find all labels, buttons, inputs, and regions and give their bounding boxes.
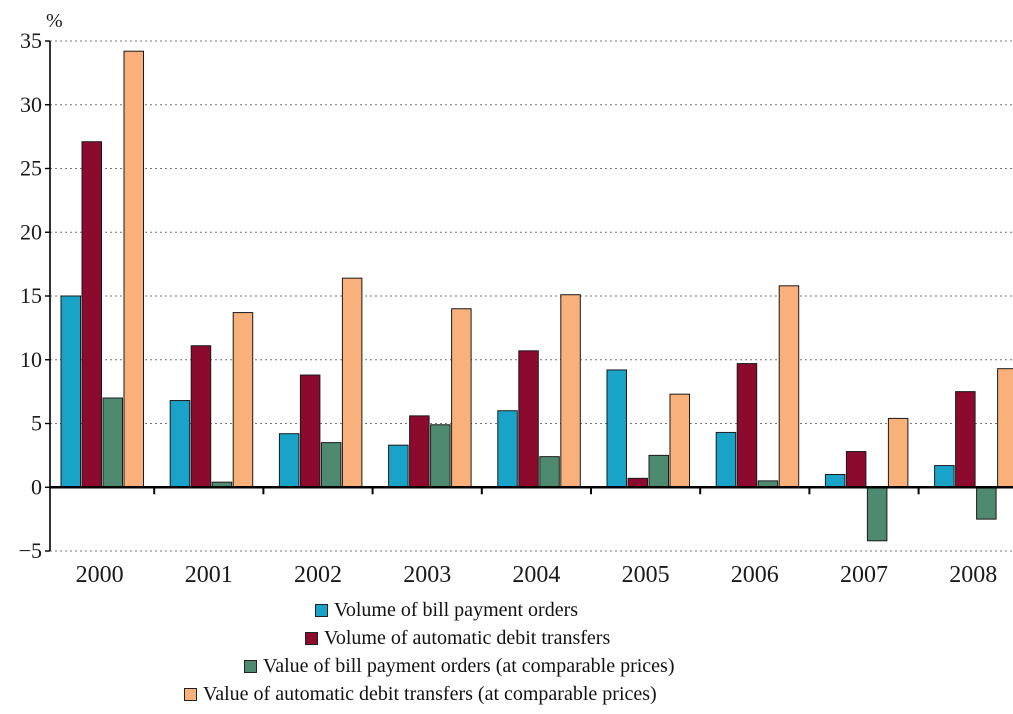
bar-2006-series-0 <box>715 431 737 488</box>
bar-2005-series-2 <box>648 454 669 488</box>
bar-2007-series-3 <box>887 417 909 488</box>
legend-item-volume-bill-payment-orders: Volume of bill payment orders <box>315 597 578 623</box>
bar-2004-series-2 <box>539 456 560 488</box>
x-tick-label-2008: 2008 <box>949 562 997 588</box>
bar-2008-series-0 <box>934 465 955 488</box>
bar-2007-series-0 <box>824 474 846 488</box>
legend-swatch-0 <box>315 603 328 617</box>
x-tick-label-2002: 2002 <box>294 562 342 588</box>
bar-2004-series-0 <box>497 410 518 488</box>
bar-2008-series-1 <box>955 391 976 488</box>
legend-item-value-automatic-debit-transfers: Value of automatic debit transfers (at c… <box>184 681 657 707</box>
bar-2006-series-3 <box>778 285 800 488</box>
bar-2003-series-0 <box>388 444 409 488</box>
bar-2001-series-1 <box>190 345 212 488</box>
x-tick-label-2005: 2005 <box>622 562 670 588</box>
y-tick-label-8: 35 <box>20 28 42 53</box>
legend-swatch-3 <box>184 687 197 701</box>
legend-label-2: Value of bill payment orders (at compara… <box>263 654 675 677</box>
legend-swatch-2 <box>244 659 257 673</box>
bar-2000-series-3 <box>123 50 144 488</box>
bar-2003-series-1 <box>409 415 430 488</box>
bar-2002-series-0 <box>278 433 300 488</box>
y-tick-label-2: 5 <box>31 411 42 436</box>
bar-2003-series-2 <box>430 424 451 488</box>
x-tick-label-2000: 2000 <box>76 562 124 588</box>
bar-2005-series-1 <box>627 477 648 488</box>
y-unit-label: % <box>46 10 63 32</box>
bar-2001-series-3 <box>232 312 254 488</box>
bar-2004-series-3 <box>560 294 581 488</box>
bar-2002-series-2 <box>320 442 342 488</box>
bar-2005-series-0 <box>606 369 627 488</box>
bar-chart-plot: −5 0 5 10 15 20 25 30 35% 2000 2001 2002 2003 2004 200… <box>19 10 1013 588</box>
bar-2000-series-2 <box>102 397 123 488</box>
x-tick-label-2004: 2004 <box>512 562 560 588</box>
x-tick-label-2003: 2003 <box>403 562 451 588</box>
bar-2001-series-0 <box>169 400 191 488</box>
y-tick-label-6: 25 <box>20 156 42 181</box>
legend-item-value-bill-payment-orders: Value of bill payment orders (at compara… <box>244 653 675 679</box>
x-tick-label-2007: 2007 <box>840 562 888 588</box>
bar-2007-series-1 <box>845 451 867 488</box>
bar-2005-series-3 <box>669 393 690 488</box>
bar-2004-series-1 <box>518 350 539 488</box>
y-tick-label-7: 30 <box>20 92 42 117</box>
y-tick-label-4: 15 <box>20 283 42 308</box>
legend-swatch-1 <box>305 631 318 645</box>
bar-2002-series-3 <box>341 277 363 488</box>
bar-2008-series-3 <box>997 368 1013 488</box>
y-tick-label-5: 20 <box>20 219 42 244</box>
x-tick-label-2006: 2006 <box>731 562 779 588</box>
bar-2000-series-1 <box>81 141 102 488</box>
bar-2008-series-2 <box>976 486 997 520</box>
y-tick-label-3: 10 <box>20 347 42 372</box>
bar-2000-series-0 <box>60 295 81 488</box>
bar-2002-series-1 <box>299 374 321 488</box>
legend-label-0: Volume of bill payment orders <box>334 598 579 621</box>
legend-item-volume-automatic-debit-transfers: Volume of automatic debit transfers <box>305 625 610 651</box>
x-tick-label-2001: 2001 <box>185 562 233 588</box>
bar-2003-series-3 <box>451 308 472 488</box>
bar-2006-series-1 <box>736 363 758 488</box>
y-tick-label-1: 0 <box>31 474 42 499</box>
y-tick-label-0: −5 <box>19 538 42 563</box>
legend-label-1: Volume of automatic debit transfers <box>324 626 611 649</box>
bar-2007-series-2 <box>866 486 888 542</box>
legend-label-3: Value of automatic debit transfers (at c… <box>203 682 657 705</box>
